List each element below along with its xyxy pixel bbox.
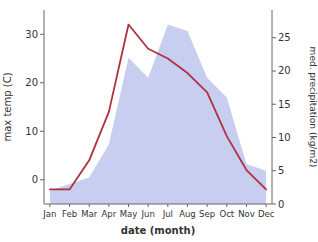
x-tick-label: Aug: [179, 209, 196, 219]
x-tick-label: Jan: [42, 209, 56, 219]
x-axis-title: date (month): [121, 225, 195, 236]
y2-tick-label: 15: [278, 99, 291, 110]
x-tick: [128, 204, 129, 207]
y2-tick: [272, 170, 276, 171]
x-tick: [108, 204, 109, 207]
y-tick: [40, 179, 44, 180]
x-tick-label: Sep: [199, 209, 215, 219]
chart-container: 0 10 20 30 0 5 10 15 20 25 Jan Feb Mar AprMayJun Jul Au…: [0, 0, 318, 242]
x-tick-label: Jul: [162, 209, 173, 219]
x-tick: [167, 204, 168, 207]
temp-line: [50, 25, 266, 190]
x-tick: [89, 204, 90, 207]
x-tick-label: Nov: [238, 209, 255, 219]
x-tick: [246, 204, 247, 207]
y2-tick: [272, 104, 276, 105]
x-tick-label: Feb: [62, 209, 77, 219]
x-tick: [148, 204, 149, 207]
x-tick-label: Oct: [219, 209, 234, 219]
y-tick-label: 10: [25, 126, 38, 137]
y-tick-label: 0: [32, 174, 38, 185]
x-tick-label: Apr: [102, 209, 117, 219]
y2-tick-label: 25: [278, 32, 291, 43]
x-tick: [187, 204, 188, 207]
plot-area: [50, 24, 266, 204]
y2-tick-label: 10: [278, 132, 291, 143]
y-axis-line: [44, 10, 45, 204]
y2-tick: [272, 204, 276, 205]
y-tick: [40, 131, 44, 132]
y-axis-title: max temp (C): [2, 72, 13, 141]
x-tick-label: Jun: [141, 209, 155, 219]
y2-axis-title: med. precipitation (kg/m2): [308, 47, 318, 168]
y2-tick: [272, 70, 276, 71]
x-tick: [207, 204, 208, 207]
chart-svg: 0 10 20 30 0 5 10 15 20 25 Jan Feb Mar AprMayJun Jul Au…: [0, 0, 318, 242]
y2-tick: [272, 137, 276, 138]
x-axis-line: [44, 204, 272, 205]
x-tick-label: Dec: [258, 209, 275, 219]
y2-tick-label: 20: [278, 65, 291, 76]
y2-axis-line: [272, 10, 273, 204]
x-tick: [69, 204, 70, 207]
y2-tick: [272, 37, 276, 38]
y2-tick-label: 0: [278, 199, 284, 210]
y-tick-label: 20: [25, 77, 38, 88]
x-tick: [226, 204, 227, 207]
y2-tick-label: 5: [278, 165, 284, 176]
precip-area: [50, 24, 266, 204]
y-tick: [40, 82, 44, 83]
x-tick: [266, 204, 267, 207]
y-tick-label: 30: [25, 29, 38, 40]
y-tick: [40, 34, 44, 35]
x-tick-label: May: [120, 209, 138, 219]
x-tick-label: Mar: [81, 209, 98, 219]
x-tick: [49, 204, 50, 207]
